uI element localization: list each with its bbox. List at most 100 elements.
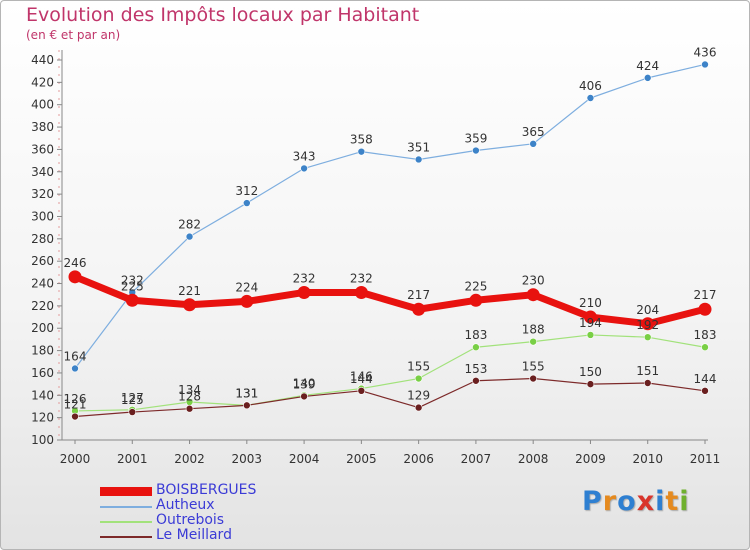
x-tick-label: 2008 bbox=[518, 452, 549, 466]
data-point bbox=[354, 285, 368, 299]
data-point bbox=[583, 310, 597, 324]
x-tick-label: 2006 bbox=[403, 452, 434, 466]
y-tick-label: 320 bbox=[31, 187, 54, 201]
data-label: 151 bbox=[636, 364, 659, 378]
data-label: 232 bbox=[350, 271, 373, 285]
data-label: 343 bbox=[293, 149, 316, 163]
data-point bbox=[469, 293, 483, 307]
data-label: 134 bbox=[178, 383, 201, 397]
y-tick-label: 440 bbox=[31, 53, 54, 67]
data-point bbox=[701, 387, 709, 395]
data-point bbox=[698, 302, 712, 316]
data-label: 131 bbox=[235, 386, 258, 400]
data-label: 155 bbox=[522, 360, 545, 374]
data-point bbox=[701, 60, 709, 69]
data-label: 358 bbox=[350, 133, 373, 147]
data-label: 126 bbox=[64, 392, 87, 406]
data-label: 129 bbox=[407, 389, 430, 403]
data-label: 232 bbox=[121, 273, 144, 287]
logo-letter: t bbox=[665, 486, 680, 517]
y-tick-label: 340 bbox=[31, 165, 54, 179]
data-label: 351 bbox=[407, 140, 430, 154]
data-point bbox=[529, 140, 537, 148]
y-tick-label: 100 bbox=[31, 433, 54, 447]
data-label: 121 bbox=[64, 398, 87, 412]
data-label: 246 bbox=[64, 256, 87, 270]
data-point bbox=[297, 285, 311, 299]
data-label: 225 bbox=[464, 279, 487, 293]
data-point bbox=[414, 403, 423, 412]
data-point bbox=[472, 376, 480, 385]
data-point bbox=[300, 164, 308, 173]
data-point bbox=[183, 298, 197, 312]
data-point bbox=[71, 364, 79, 373]
y-tick-label: 260 bbox=[31, 254, 54, 268]
data-label: 204 bbox=[636, 303, 659, 317]
data-point bbox=[185, 404, 194, 413]
y-tick-label: 400 bbox=[31, 98, 54, 112]
legend-swatch bbox=[100, 521, 152, 523]
data-point bbox=[414, 374, 423, 383]
data-point bbox=[125, 293, 139, 307]
data-point bbox=[357, 387, 366, 395]
series-line-boisbergues bbox=[73, 273, 706, 328]
data-point bbox=[586, 94, 595, 102]
y-tick-label: 180 bbox=[31, 344, 54, 358]
y-tick-label: 200 bbox=[31, 321, 54, 335]
x-tick-label: 2001 bbox=[117, 452, 148, 466]
data-label: 192 bbox=[636, 318, 659, 332]
data-label: 188 bbox=[522, 323, 545, 337]
data-point bbox=[472, 343, 480, 352]
data-point bbox=[414, 155, 423, 164]
y-tick-label: 240 bbox=[31, 277, 54, 291]
series-line-le-meillard bbox=[74, 377, 706, 418]
x-tick-label: 2010 bbox=[632, 452, 663, 466]
logo-letter: i bbox=[679, 486, 690, 517]
y-tick-label: 420 bbox=[31, 75, 54, 89]
data-point bbox=[71, 412, 79, 421]
x-tick-label: 2011 bbox=[690, 452, 721, 466]
y-tick-label: 380 bbox=[31, 120, 54, 134]
logo-letter: o bbox=[617, 486, 637, 517]
data-point bbox=[240, 294, 254, 308]
logo-letter: P bbox=[582, 486, 603, 517]
data-label: 153 bbox=[464, 362, 487, 376]
data-label: 155 bbox=[407, 360, 430, 374]
series-line-outrebois bbox=[74, 334, 706, 412]
data-label: 312 bbox=[235, 184, 258, 198]
data-label: 210 bbox=[579, 296, 602, 310]
legend-label: Autheux bbox=[156, 497, 215, 513]
data-label: 359 bbox=[464, 132, 487, 146]
data-label: 125 bbox=[121, 393, 144, 407]
legend-label: Outrebois bbox=[156, 512, 225, 528]
chart-subtitle: (en € et par an) bbox=[26, 28, 121, 42]
data-point bbox=[641, 317, 655, 331]
y-tick-label: 300 bbox=[31, 209, 54, 223]
data-label: 140 bbox=[293, 376, 316, 390]
x-tick-label: 2002 bbox=[174, 452, 205, 466]
data-point bbox=[701, 343, 709, 352]
data-point bbox=[128, 408, 137, 416]
data-point bbox=[529, 374, 537, 383]
data-label: 194 bbox=[579, 316, 602, 330]
data-label: 127 bbox=[121, 391, 144, 405]
data-label: 282 bbox=[178, 218, 201, 232]
data-label: 183 bbox=[694, 328, 717, 342]
legend-label: Le Meillard bbox=[156, 527, 232, 543]
data-point bbox=[643, 379, 652, 387]
data-point bbox=[300, 392, 308, 401]
y-tick-label: 140 bbox=[31, 388, 54, 402]
data-label: 144 bbox=[350, 372, 373, 386]
data-point bbox=[529, 337, 537, 346]
x-tick-label: 2007 bbox=[461, 452, 492, 466]
series-line-autheux bbox=[74, 63, 706, 369]
chart-title: Evolution des Impôts locaux par Habitant bbox=[26, 4, 420, 26]
data-point bbox=[68, 270, 82, 284]
data-label: 406 bbox=[579, 79, 602, 93]
legend-swatch bbox=[100, 487, 152, 496]
data-label: 150 bbox=[579, 365, 602, 379]
logo-letter: i bbox=[655, 486, 666, 517]
data-label: 230 bbox=[522, 274, 545, 288]
